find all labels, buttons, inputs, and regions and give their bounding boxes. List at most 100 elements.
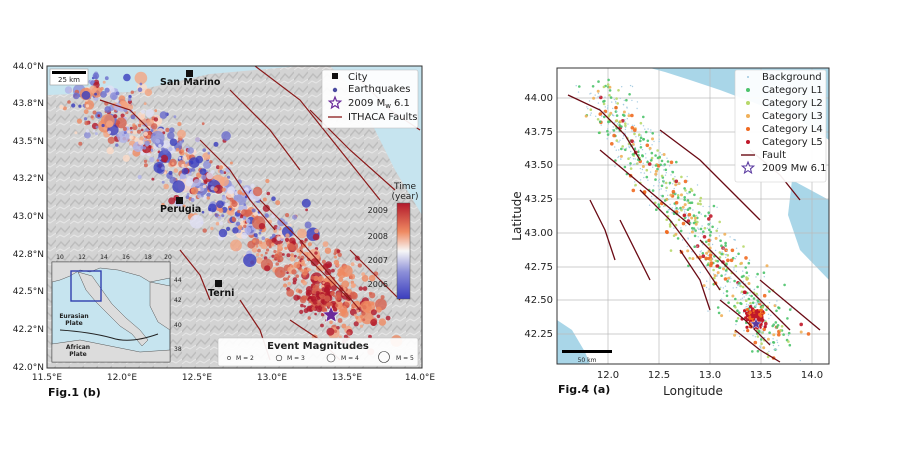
left-y-tick: 42.5°N [13, 287, 44, 297]
event-dot [633, 132, 636, 136]
earthquake-dot [94, 132, 98, 136]
earthquake-dot [134, 71, 148, 85]
event-dot [760, 342, 763, 346]
earthquake-dot [139, 136, 144, 141]
event-dot [651, 137, 654, 141]
event-dot [768, 350, 770, 353]
event-dot [665, 218, 668, 221]
earthquake-dot [316, 300, 321, 304]
earthquake-dot [202, 228, 207, 233]
earthquake-dot [256, 253, 260, 257]
earthquake-dot [304, 221, 312, 229]
event-dot [735, 286, 738, 289]
earthquake-dot [359, 324, 364, 328]
legend-marker [746, 101, 750, 105]
event-dot [693, 229, 695, 232]
event-dot [723, 232, 727, 236]
event-dot [681, 239, 684, 241]
event-dot [732, 287, 734, 289]
inset-plate-label: Eurasian [59, 313, 88, 320]
earthquake-dot [303, 308, 309, 314]
event-dot [685, 212, 687, 214]
event-dot [660, 159, 664, 163]
event-dot [651, 132, 654, 135]
earthquake-dot [251, 208, 256, 213]
earthquake-dot [260, 253, 264, 257]
event-dot [633, 124, 635, 127]
earthquake-dot [255, 244, 259, 248]
event-dot [772, 338, 774, 340]
earthquake-dot [380, 295, 385, 300]
event-dot [735, 270, 737, 273]
event-dot [639, 146, 643, 149]
earthquake-dot [216, 200, 224, 209]
earthquake-dot [161, 166, 165, 170]
earthquake-dot [368, 274, 376, 282]
event-dot [597, 96, 599, 98]
earthquake-dot [333, 252, 337, 256]
earthquake-dot [293, 294, 300, 301]
event-dot [597, 80, 600, 83]
right-y-tick: 43.00 [524, 228, 553, 239]
event-dot [691, 251, 693, 253]
earthquake-dot [368, 334, 372, 339]
event-dot [625, 98, 628, 102]
event-dot [702, 230, 705, 233]
event-dot [647, 179, 649, 181]
event-dot [697, 236, 699, 238]
event-dot [707, 243, 711, 246]
earthquake-dot [202, 148, 206, 152]
event-dot [659, 163, 662, 167]
event-dot [592, 96, 596, 100]
event-dot [715, 229, 718, 233]
event-dot [687, 212, 692, 217]
event-dot [629, 167, 633, 170]
event-dot [699, 251, 701, 253]
city-marker [215, 280, 222, 287]
event-dot [608, 113, 612, 117]
event-dot [780, 325, 784, 328]
earthquake-dot [370, 309, 377, 316]
earthquake-dot [277, 218, 286, 227]
event-dot [650, 195, 653, 198]
event-dot [614, 165, 616, 168]
event-dot [679, 206, 682, 210]
event-dot [729, 236, 731, 238]
event-dot [701, 254, 706, 258]
event-dot [629, 162, 632, 165]
event-dot [644, 128, 646, 130]
earthquake-dot [147, 134, 151, 139]
earthquake-dot [104, 87, 110, 93]
earthquake-dot [353, 321, 359, 327]
inset-italy [77, 271, 149, 347]
earthquake-dot [190, 187, 199, 195]
legend-earthquake-icon [332, 87, 338, 93]
event-dot [681, 221, 686, 226]
event-dot [742, 245, 745, 248]
earthquake-dot [137, 87, 143, 92]
legend-label: Category L3 [762, 111, 823, 122]
event-dot [645, 168, 649, 172]
earthquake-dot [132, 130, 138, 135]
event-dot [607, 128, 609, 130]
event-dot [724, 241, 727, 245]
event-dot [614, 146, 616, 148]
event-dot [720, 274, 723, 278]
legend-marker [746, 127, 750, 131]
earthquake-dot [264, 213, 269, 218]
event-dot [688, 206, 692, 210]
earthquake-dot [177, 129, 186, 139]
event-dot [693, 245, 696, 248]
event-dot [741, 297, 744, 299]
earthquake-dot [228, 207, 232, 211]
legend-marker [746, 114, 750, 118]
earthquake-dot [350, 292, 358, 300]
event-dot [749, 305, 753, 309]
event-dot [643, 172, 646, 174]
earthquake-dot [169, 138, 178, 146]
event-dot [666, 157, 668, 159]
event-dot [773, 348, 775, 351]
right-x-ticks: 12.0 12.5 13.0 13.5 14.0 [597, 370, 823, 381]
event-dot [615, 114, 619, 117]
earthquake-dot [115, 91, 120, 96]
